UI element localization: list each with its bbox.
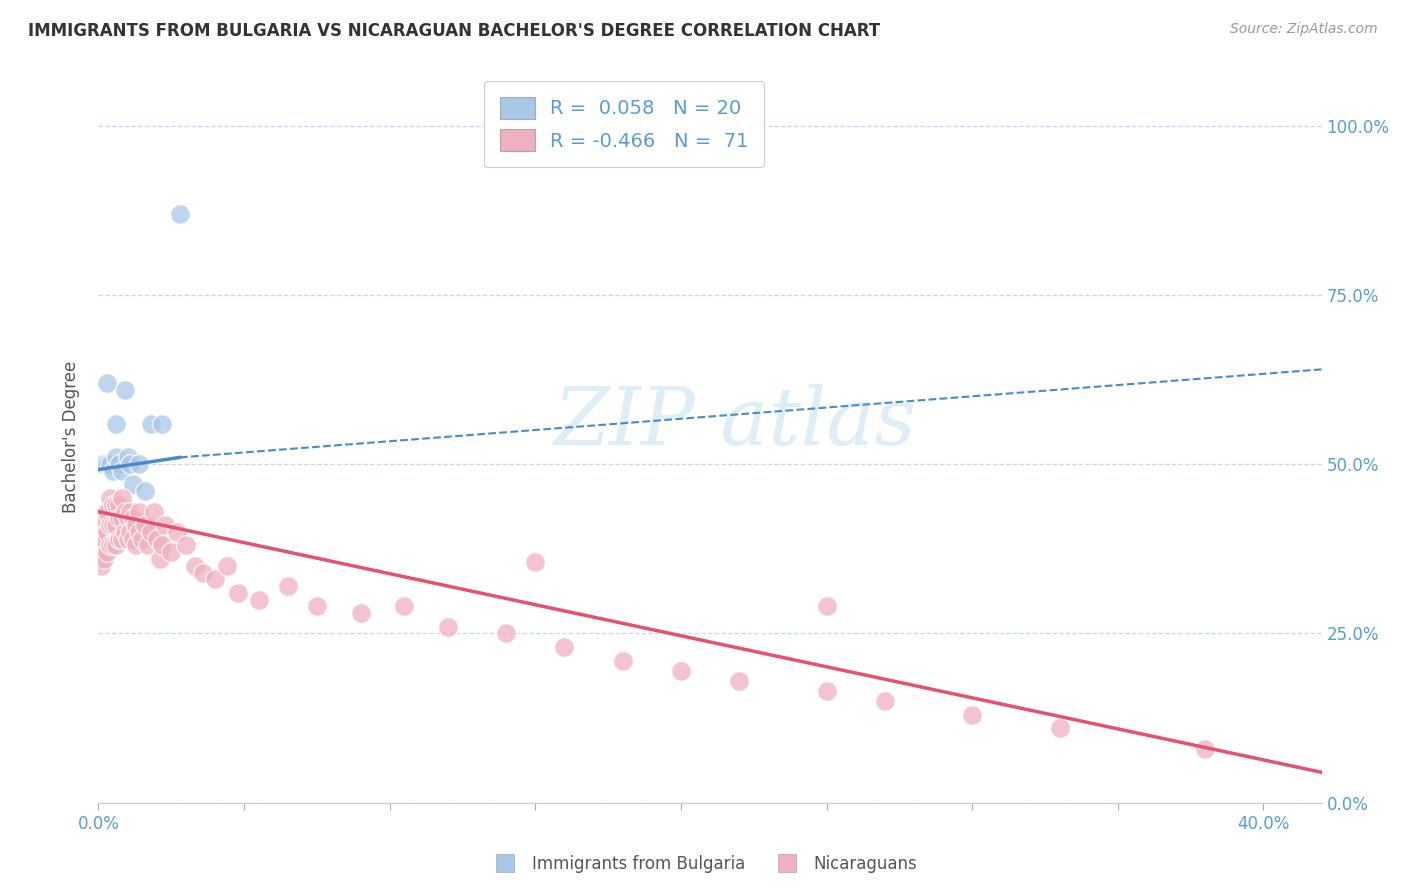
Point xyxy=(120,505,142,519)
Point xyxy=(134,518,156,533)
Point xyxy=(108,457,131,471)
Point xyxy=(111,532,134,546)
Y-axis label: Bachelor's Degree: Bachelor's Degree xyxy=(62,361,80,513)
Legend: Immigrants from Bulgaria, Nicaraguans: Immigrants from Bulgaria, Nicaraguans xyxy=(482,848,924,880)
Point xyxy=(122,532,145,546)
Point xyxy=(104,498,127,512)
Point xyxy=(111,491,134,505)
Point xyxy=(204,572,226,586)
Point xyxy=(247,592,270,607)
Point xyxy=(1194,741,1216,756)
Point xyxy=(93,511,115,525)
Point xyxy=(96,505,118,519)
Point xyxy=(114,505,136,519)
Point xyxy=(104,417,127,431)
Point xyxy=(90,545,112,559)
Point xyxy=(98,491,121,505)
Point xyxy=(120,524,142,539)
Point xyxy=(174,538,197,552)
Point xyxy=(90,524,112,539)
Point xyxy=(612,654,634,668)
Point xyxy=(128,457,150,471)
Point xyxy=(142,505,165,519)
Point xyxy=(392,599,416,614)
Point xyxy=(104,538,127,552)
Point xyxy=(128,505,150,519)
Point xyxy=(114,524,136,539)
Point xyxy=(349,606,371,620)
Point xyxy=(166,524,188,539)
Point xyxy=(117,532,139,546)
Point xyxy=(93,552,115,566)
Point xyxy=(117,450,139,465)
Point xyxy=(122,511,145,525)
Point xyxy=(152,538,174,552)
Point xyxy=(193,566,215,580)
Point xyxy=(122,477,145,491)
Point xyxy=(669,664,692,678)
Point xyxy=(96,545,118,559)
Point xyxy=(437,620,460,634)
Point xyxy=(728,673,751,688)
Point xyxy=(120,457,142,471)
Point xyxy=(131,532,153,546)
Point xyxy=(215,558,238,573)
Point xyxy=(139,524,162,539)
Point xyxy=(553,640,575,654)
Point xyxy=(89,457,111,471)
Point xyxy=(98,518,121,533)
Point xyxy=(93,532,115,546)
Point xyxy=(111,511,134,525)
Point xyxy=(305,599,328,614)
Point xyxy=(152,417,174,431)
Point xyxy=(226,586,249,600)
Point xyxy=(101,538,124,552)
Point xyxy=(108,511,131,525)
Point xyxy=(277,579,299,593)
Point xyxy=(96,376,118,390)
Point xyxy=(117,511,139,525)
Text: Source: ZipAtlas.com: Source: ZipAtlas.com xyxy=(1230,22,1378,37)
Text: IMMIGRANTS FROM BULGARIA VS NICARAGUAN BACHELOR'S DEGREE CORRELATION CHART: IMMIGRANTS FROM BULGARIA VS NICARAGUAN B… xyxy=(28,22,880,40)
Point xyxy=(125,538,148,552)
Point xyxy=(93,457,115,471)
Point xyxy=(160,545,183,559)
Point xyxy=(111,464,134,478)
Point xyxy=(155,518,177,533)
Point xyxy=(136,538,159,552)
Point xyxy=(960,707,983,722)
Point xyxy=(815,599,838,614)
Point xyxy=(495,626,517,640)
Point xyxy=(101,518,124,533)
Point xyxy=(96,457,118,471)
Point xyxy=(524,555,547,569)
Point xyxy=(815,684,838,698)
Point xyxy=(169,206,191,220)
Point xyxy=(873,694,896,708)
Point xyxy=(128,524,150,539)
Text: ZIP atlas: ZIP atlas xyxy=(553,384,915,461)
Point xyxy=(139,417,162,431)
Point xyxy=(104,450,127,465)
Point xyxy=(101,498,124,512)
Point xyxy=(149,552,172,566)
Point xyxy=(125,518,148,533)
Point xyxy=(145,532,167,546)
Legend: R =  0.058   N = 20, R = -0.466   N =  71: R = 0.058 N = 20, R = -0.466 N = 71 xyxy=(484,81,765,167)
Point xyxy=(108,498,131,512)
Point xyxy=(90,457,112,471)
Point xyxy=(98,538,121,552)
Point xyxy=(183,558,205,573)
Point xyxy=(90,558,112,573)
Point xyxy=(96,524,118,539)
Point xyxy=(104,518,127,533)
Point xyxy=(101,464,124,478)
Point xyxy=(114,383,136,397)
Point xyxy=(1049,721,1071,735)
Point xyxy=(98,457,121,471)
Point xyxy=(134,484,156,499)
Point xyxy=(108,532,131,546)
